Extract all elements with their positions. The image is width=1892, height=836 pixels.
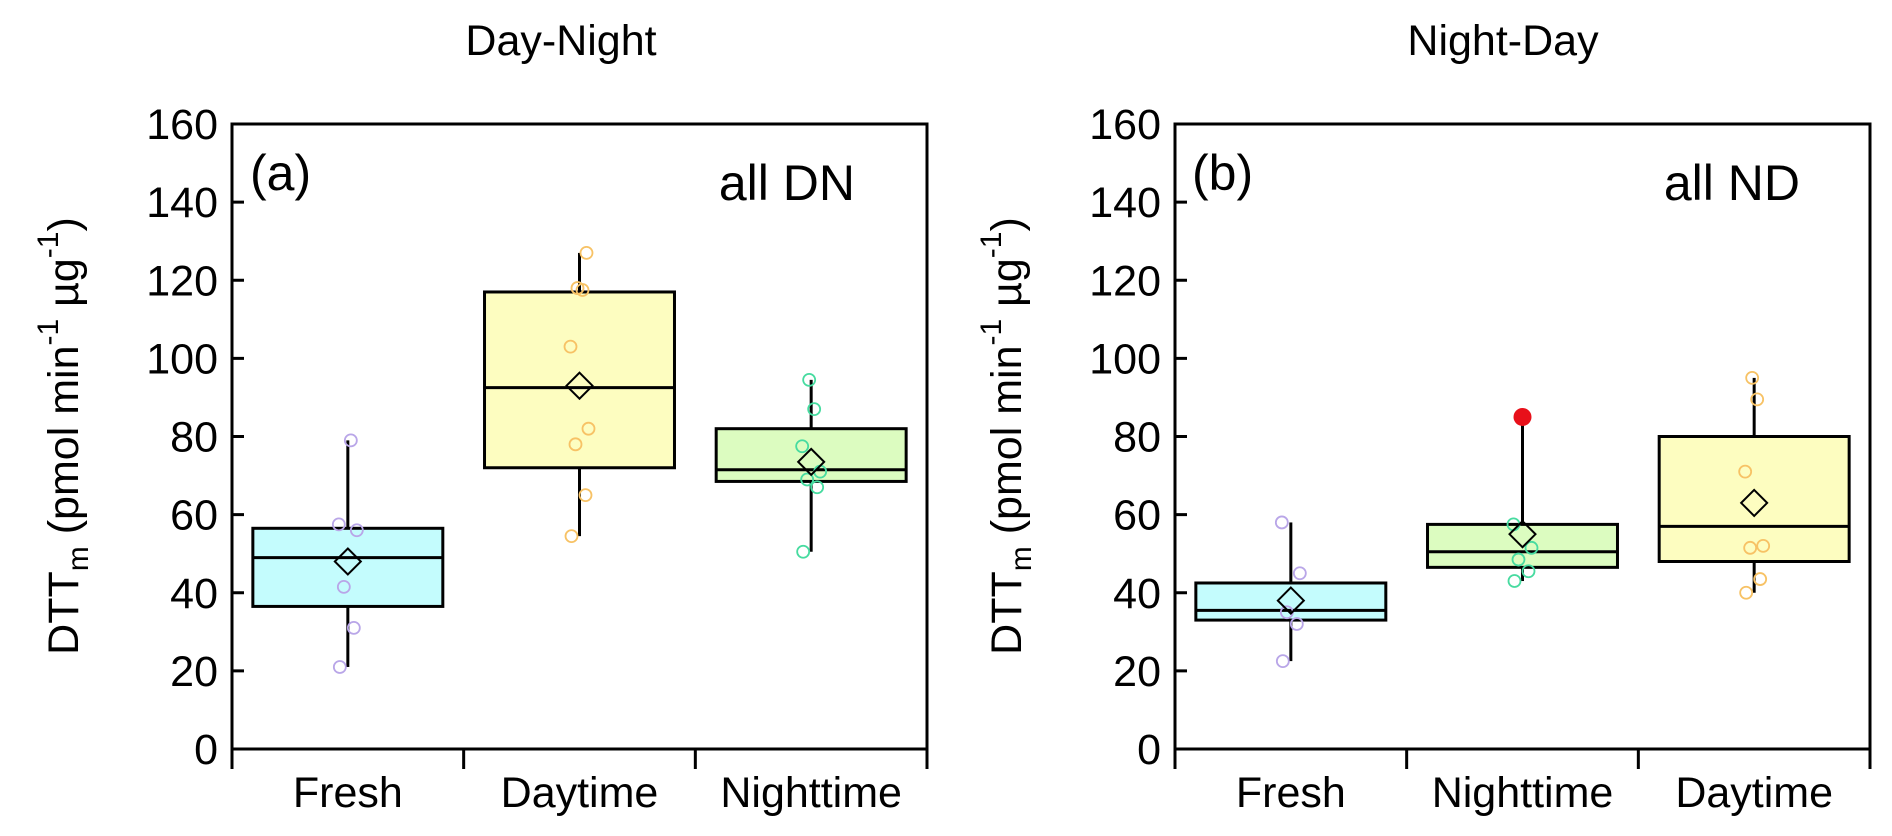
x-tick-label: Daytime [501,769,659,817]
data-point [1743,540,1758,555]
data-point [1745,371,1760,385]
data-point [1507,574,1522,588]
y-tick-label: 20 [170,648,218,696]
x-tick-label: Nighttime [720,769,902,817]
data-point [1511,552,1526,567]
data-point [1289,617,1304,631]
data-point [579,246,594,260]
y-tick-label: 40 [170,570,218,618]
data-point [349,523,364,538]
data-point [800,472,815,487]
data-point [807,402,822,417]
data-point [331,517,346,532]
y-axis: 0 20 40 60 80 100 120 140 160 [146,101,244,774]
data-point [795,439,810,454]
x-tick-label: Fresh [1236,769,1346,817]
box [483,290,676,470]
y-tick-label: 160 [146,101,218,149]
y-tick-label: 0 [194,726,218,774]
box [251,526,445,608]
mean-marker [1739,488,1769,518]
y-tick-label: 20 [1113,648,1161,696]
y-tick-label: 80 [1113,414,1161,462]
outlier-point [1513,407,1532,426]
box [1194,581,1388,622]
mean-marker [1508,519,1537,549]
data-point [563,339,578,354]
data-point [564,529,579,544]
annotation-label: all ND [1664,155,1800,211]
data-point [570,281,585,295]
y-tick-label: 60 [170,492,218,540]
data-point [336,579,351,594]
y-tick-label: 120 [1089,257,1161,305]
mean-marker [1276,586,1306,615]
data-point [1753,572,1768,586]
mean-marker [796,447,826,477]
x-tick-label: Nighttime [1432,769,1614,817]
y-axis: 0 20 40 60 80 100 120 140 160 [1089,101,1187,774]
panel-night-day: Night-Day (b) all ND DTTm (pmol min-1 µg… [975,17,1872,817]
panel-day-night: Day-Night (a) all DN DTTm (pmol min-1 µg… [32,17,929,817]
y-tick-label: 100 [1089,335,1161,383]
x-tick-label: Fresh [293,769,403,817]
data-point [802,372,817,387]
data-point [581,421,596,436]
chart-title: Night-Day [1407,17,1599,65]
y-tick-label: 160 [1089,101,1161,149]
data-point [568,437,583,452]
data-point [346,621,361,635]
x-tick-label: Daytime [1675,769,1833,817]
y-tick-label: 120 [146,257,218,305]
y-tick-label: 0 [1137,726,1161,774]
data-point [1275,654,1290,669]
y-tick-label: 140 [1089,179,1161,227]
data-point [1521,564,1536,579]
box-series [1194,371,1851,669]
mean-marker [565,371,594,401]
y-axis-label: DTTm (pmol min-1 µg-1) [975,217,1038,655]
data-point [1750,392,1765,407]
data-point [1756,538,1771,553]
x-axis: Fresh Daytime Nighttime [230,749,929,817]
panel-label: (a) [250,145,311,201]
data-point [1739,585,1754,600]
box [1657,435,1851,563]
y-axis-label: DTTm (pmol min-1 µg-1) [32,217,95,655]
data-point [1524,540,1539,555]
y-tick-label: 40 [1113,570,1161,618]
y-tick-label: 60 [1113,492,1161,540]
mean-marker [333,547,363,576]
annotation-label: all DN [719,155,855,211]
data-point [1738,464,1753,479]
chart-title: Day-Night [465,17,656,65]
y-tick-label: 80 [170,414,218,462]
data-point [332,660,347,674]
y-tick-label: 140 [146,179,218,227]
data-point [1274,515,1289,530]
data-point [796,544,811,559]
data-point [578,488,593,502]
x-axis: Fresh Nighttime Daytime [1173,749,1872,817]
data-point [343,433,358,448]
data-point [1292,566,1307,581]
box [714,427,908,483]
data-point [810,480,825,495]
panel-label: (b) [1192,145,1253,201]
box-series [251,246,908,674]
y-tick-label: 100 [146,335,218,383]
